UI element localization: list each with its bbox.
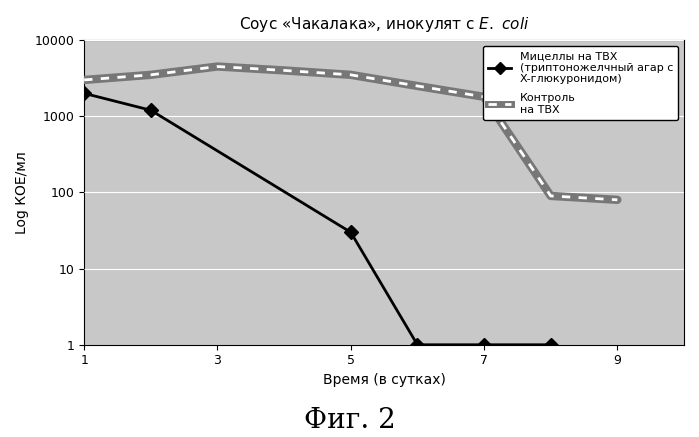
Text: Фиг. 2: Фиг. 2 [303,407,396,434]
Title: Соус «Чакалака», инокулят с $\it{E.\ coli}$: Соус «Чакалака», инокулят с $\it{E.\ col… [239,15,529,34]
Legend: Мицеллы на ТВХ
(триптоножелчный агар с
Х-глюкуронидом), Контроль
на ТВХ: Мицеллы на ТВХ (триптоножелчный агар с Х… [483,46,679,121]
X-axis label: Время (в сутках): Время (в сутках) [323,373,445,387]
Y-axis label: Log КОЕ/мл: Log КОЕ/мл [15,151,29,234]
